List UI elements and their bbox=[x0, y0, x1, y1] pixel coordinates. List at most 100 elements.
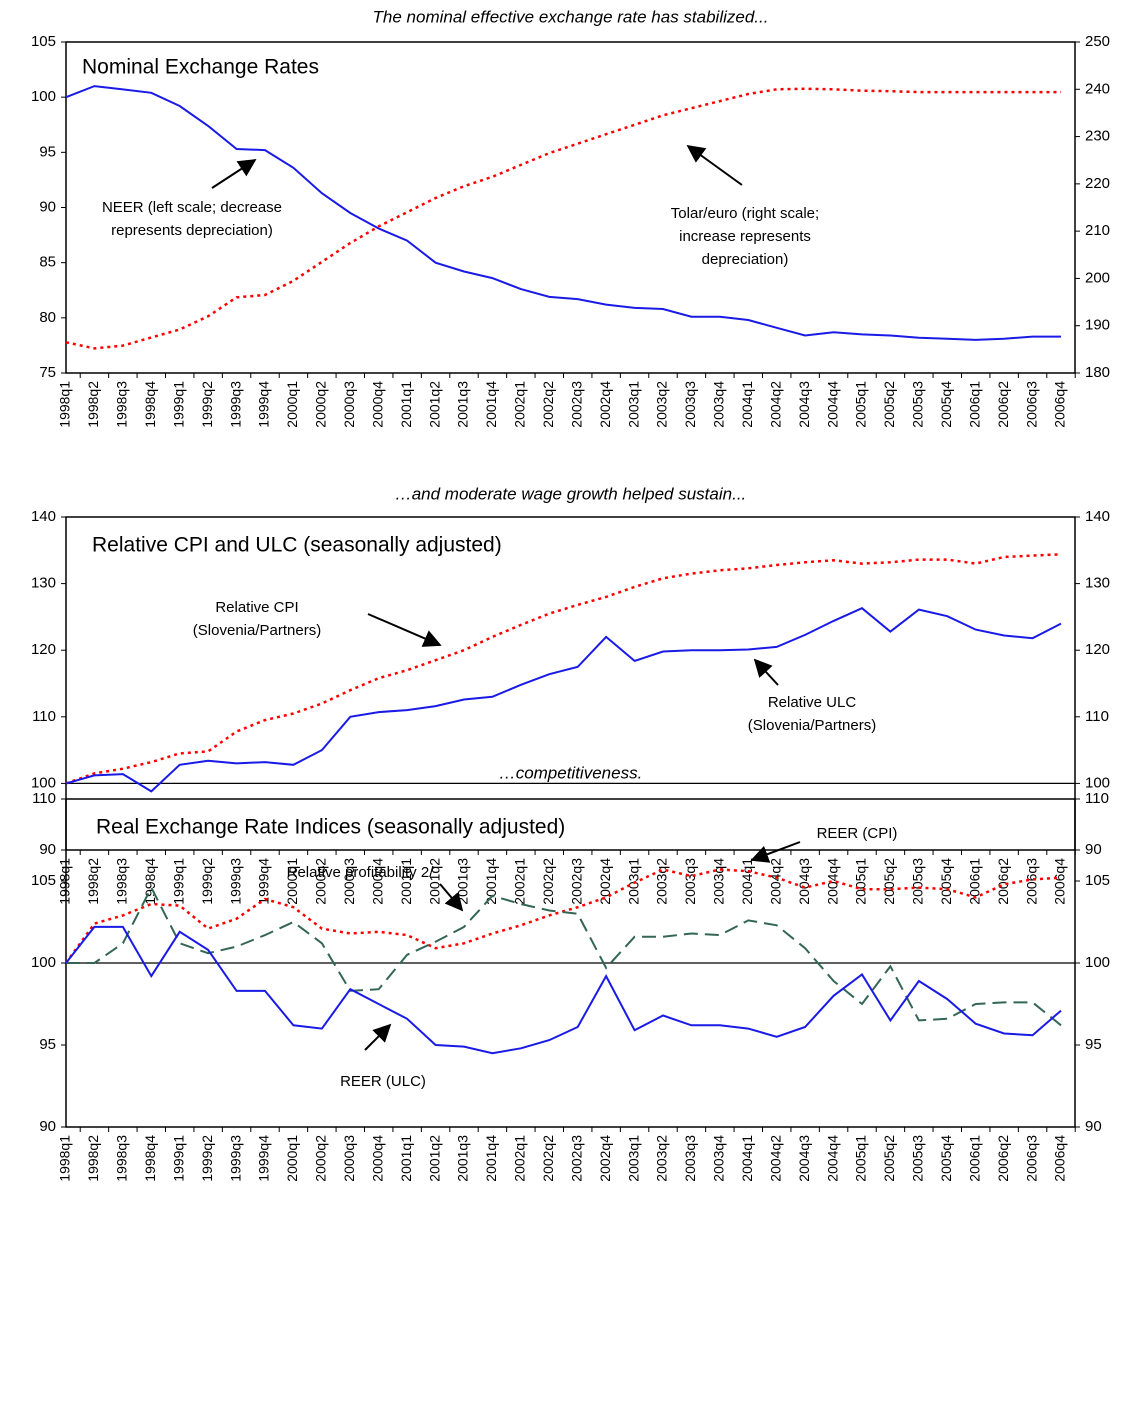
y2-tick-label: 240 bbox=[1085, 80, 1110, 97]
panel-title: Relative CPI and ULC (seasonally adjuste… bbox=[92, 534, 502, 557]
annotation: REER (CPI) bbox=[817, 825, 898, 842]
annotation: increase represents bbox=[679, 228, 811, 245]
x-tick-label: 2006q2 bbox=[995, 381, 1011, 428]
x-tick-label: 2001q1 bbox=[398, 381, 414, 428]
x-tick-label: 2004q2 bbox=[767, 381, 783, 428]
x-tick-label: 2001q4 bbox=[483, 1135, 499, 1182]
y-tick-label: 105 bbox=[31, 33, 56, 50]
y-tick-label: 95 bbox=[39, 1036, 56, 1053]
x-tick-label: 2001q3 bbox=[455, 381, 471, 428]
series-line bbox=[66, 885, 1062, 1027]
x-tick-label: 2004q4 bbox=[824, 858, 840, 905]
x-tick-label: 1999q2 bbox=[199, 381, 215, 428]
y2-tick-label: 180 bbox=[1085, 364, 1110, 381]
x-tick-label: 2003q4 bbox=[711, 1135, 727, 1182]
series-line bbox=[65, 553, 1062, 785]
y-tick-label: 95 bbox=[39, 143, 56, 160]
y2-tick-label: 100 bbox=[1085, 774, 1110, 791]
x-tick-label: 1998q2 bbox=[85, 1135, 101, 1182]
y-tick-label: 130 bbox=[31, 575, 56, 592]
y2-tick-label: 90 bbox=[1085, 841, 1102, 858]
x-tick-label: 2004q1 bbox=[739, 381, 755, 428]
y2-tick-label: 140 bbox=[1085, 508, 1110, 525]
x-tick-label: 2005q3 bbox=[910, 1135, 926, 1182]
x-tick-label: 1999q2 bbox=[199, 858, 215, 905]
x-tick-label: 2002q2 bbox=[540, 1135, 556, 1182]
annotation-arrow bbox=[364, 1023, 392, 1051]
x-tick-label: 2004q3 bbox=[796, 1135, 812, 1182]
x-tick-label: 2005q4 bbox=[938, 381, 954, 428]
x-tick-label: 2003q4 bbox=[711, 858, 727, 905]
x-tick-label: 2004q4 bbox=[824, 1135, 840, 1182]
annotation: represents depreciation) bbox=[111, 222, 273, 239]
annotation: (Slovenia/Partners) bbox=[193, 622, 321, 639]
x-tick-label: 2006q3 bbox=[1023, 1135, 1039, 1182]
x-tick-label: 2006q3 bbox=[1023, 858, 1039, 905]
y-tick-label: 80 bbox=[39, 309, 56, 326]
y-tick-label: 75 bbox=[39, 364, 56, 381]
annotation-arrow bbox=[753, 658, 779, 686]
x-tick-label: 2006q3 bbox=[1023, 381, 1039, 428]
x-tick-label: 2000q4 bbox=[369, 381, 385, 428]
x-tick-label: 2005q4 bbox=[938, 858, 954, 905]
annotation-arrow bbox=[686, 144, 743, 186]
panel-heading: …competitiveness. bbox=[499, 763, 643, 782]
y2-tick-label: 220 bbox=[1085, 175, 1110, 192]
x-tick-label: 2004q3 bbox=[796, 858, 812, 905]
x-tick-label: 2005q1 bbox=[853, 1135, 869, 1182]
x-tick-label: 1999q1 bbox=[170, 381, 186, 428]
x-tick-label: 2005q2 bbox=[881, 858, 897, 905]
x-tick-label: 1999q2 bbox=[199, 1135, 215, 1182]
x-tick-label: 2001q2 bbox=[426, 381, 442, 428]
x-tick-label: 1999q3 bbox=[227, 858, 243, 905]
x-tick-label: 1998q3 bbox=[114, 1135, 130, 1182]
x-tick-label: 2003q2 bbox=[654, 381, 670, 428]
annotation: REER (ULC) bbox=[340, 1073, 426, 1090]
x-tick-label: 2000q1 bbox=[284, 1135, 300, 1182]
x-tick-label: 2005q3 bbox=[910, 858, 926, 905]
y-tick-label: 100 bbox=[31, 774, 56, 791]
x-tick-label: 2005q2 bbox=[881, 381, 897, 428]
panel-title: Real Exchange Rate Indices (seasonally a… bbox=[96, 816, 565, 839]
annotation: Relative profitability 2/ bbox=[287, 864, 435, 881]
x-tick-label: 2003q4 bbox=[711, 381, 727, 428]
y-tick-label: 90 bbox=[39, 198, 56, 215]
y2-tick-label: 105 bbox=[1085, 872, 1110, 889]
series-line bbox=[65, 607, 1062, 793]
panel-heading: The nominal effective exchange rate has … bbox=[373, 7, 769, 26]
x-tick-label: 1998q4 bbox=[142, 381, 158, 428]
y-tick-label: 110 bbox=[32, 708, 56, 725]
panel-heading: …and moderate wage growth helped sustain… bbox=[395, 484, 747, 503]
x-tick-label: 2000q1 bbox=[284, 858, 300, 905]
x-tick-label: 2003q3 bbox=[682, 381, 698, 428]
y2-tick-label: 230 bbox=[1085, 128, 1110, 145]
x-tick-label: 1998q2 bbox=[85, 381, 101, 428]
x-tick-label: 1998q3 bbox=[114, 381, 130, 428]
x-tick-label: 2002q4 bbox=[597, 858, 613, 905]
x-tick-label: 2000q1 bbox=[284, 381, 300, 428]
y-tick-label: 120 bbox=[31, 641, 56, 658]
x-tick-label: 2000q3 bbox=[341, 1135, 357, 1182]
y-tick-label: 105 bbox=[31, 872, 56, 889]
x-tick-label: 1998q2 bbox=[85, 858, 101, 905]
x-tick-label: 2003q3 bbox=[682, 1135, 698, 1182]
x-tick-label: 2002q3 bbox=[568, 381, 584, 428]
x-tick-label: 2002q4 bbox=[597, 381, 613, 428]
y2-tick-label: 120 bbox=[1085, 641, 1110, 658]
x-tick-label: 1998q1 bbox=[57, 381, 73, 428]
x-tick-label: 2006q2 bbox=[995, 858, 1011, 905]
x-tick-label: 2004q4 bbox=[824, 381, 840, 428]
x-tick-label: 1999q4 bbox=[256, 858, 272, 905]
x-tick-label: 2006q1 bbox=[966, 1135, 982, 1182]
x-tick-label: 2005q1 bbox=[853, 858, 869, 905]
annotation: Relative CPI bbox=[215, 599, 298, 616]
x-tick-label: 2001q3 bbox=[455, 1135, 471, 1182]
annotation: (Slovenia/Partners) bbox=[748, 717, 876, 734]
y2-tick-label: 210 bbox=[1085, 222, 1110, 239]
series-line bbox=[65, 925, 1062, 1055]
plot-frame bbox=[65, 516, 1076, 851]
x-tick-label: 2002q1 bbox=[512, 381, 528, 428]
x-tick-label: 1999q4 bbox=[256, 381, 272, 428]
series-line bbox=[65, 87, 1061, 350]
